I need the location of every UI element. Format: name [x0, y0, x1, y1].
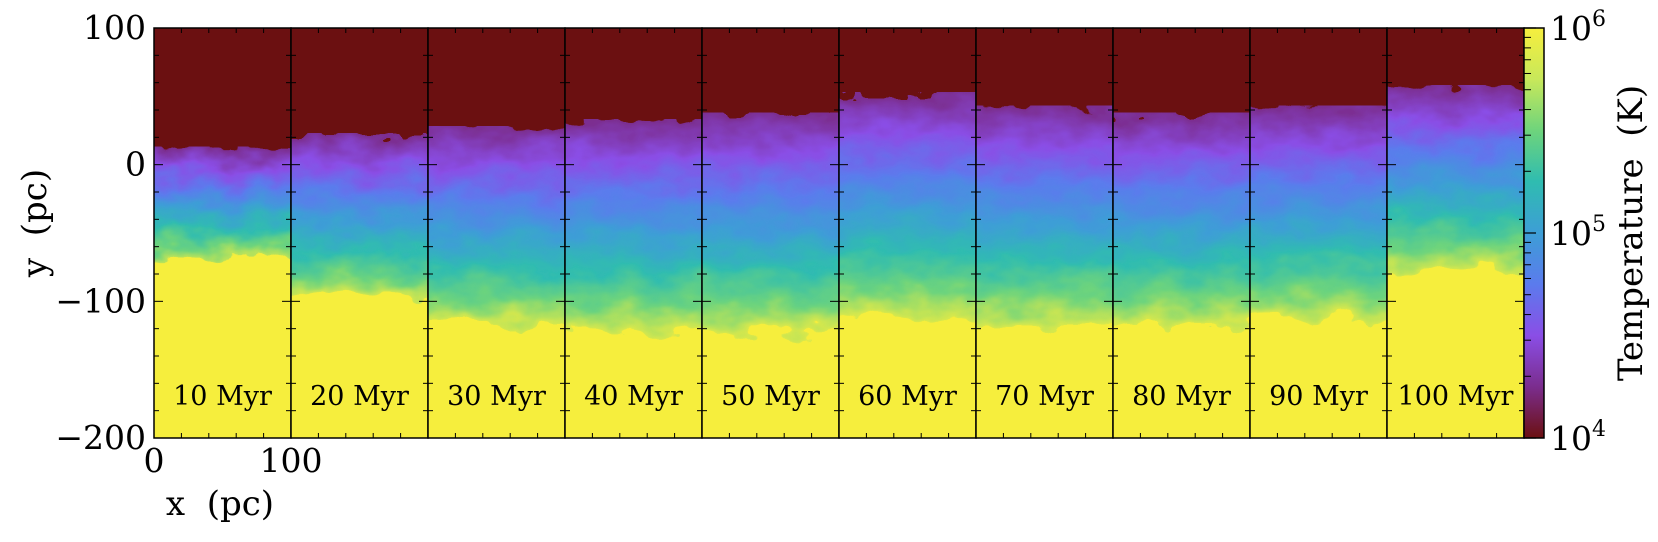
- panel-ticks: [1249, 27, 1388, 439]
- y-tick-label: 100: [83, 8, 146, 47]
- panel-ticks: [838, 27, 977, 439]
- cool-gas-region: [976, 325, 1113, 438]
- panel-ticks: [153, 27, 292, 439]
- colorbar: 106 105 104 Temperature (K): [1523, 7, 1651, 458]
- panel-ticks: [1112, 27, 1251, 439]
- cool-gas-region: [1113, 325, 1250, 438]
- x-tick-label: 100: [260, 441, 323, 480]
- cool-gas-region: [154, 256, 291, 438]
- panel-20-myr: [291, 28, 428, 438]
- panel-60-myr: [839, 28, 976, 438]
- panel-time-labels: 10 Myr 20 Myr 30 Myr 40 Myr 50 Myr 60 Myr 70 M…: [173, 381, 1513, 412]
- panel-10-myr: [154, 28, 291, 438]
- panel-label-30-myr: 30 Myr: [447, 381, 546, 412]
- y-axis: 100 0 −100 −200: [55, 8, 146, 457]
- mixing-layer: [428, 126, 565, 438]
- panel-70-myr: [976, 28, 1113, 438]
- panel-label-70-myr: 70 Myr: [995, 381, 1094, 412]
- panel-label-10-myr: 10 Myr: [173, 381, 272, 412]
- panel-ticks: [975, 27, 1114, 439]
- cool-gas-region: [428, 325, 565, 438]
- x-axis: 0 100: [144, 441, 323, 480]
- panel-ticks: [290, 27, 429, 439]
- cool-gas-region: [1250, 318, 1387, 438]
- y-tick-label: 0: [125, 145, 146, 184]
- mixing-layer: [1113, 112, 1250, 438]
- panel-label-60-myr: 60 Myr: [858, 381, 957, 412]
- colorbar-tick-label: 106: [1550, 7, 1606, 48]
- panel-label-100-myr: 100 Myr: [1398, 381, 1514, 412]
- x-axis-label: x (pc): [166, 484, 274, 524]
- mixing-layer: [565, 119, 702, 438]
- colorbar-ticks: 106 105 104: [1524, 7, 1606, 458]
- panel-label-80-myr: 80 Myr: [1132, 381, 1231, 412]
- mixing-layer: [154, 146, 291, 438]
- panel-label-20-myr: 20 Myr: [310, 381, 409, 412]
- mixing-layer: [291, 133, 428, 438]
- mixing-layer: [1387, 85, 1524, 438]
- mixing-layer: [1250, 105, 1387, 438]
- panel-label-90-myr: 90 Myr: [1269, 381, 1368, 412]
- cool-gas-region: [1387, 270, 1524, 438]
- colorbar-tick-label: 105: [1550, 212, 1606, 253]
- panel-label-40-myr: 40 Myr: [584, 381, 683, 412]
- y-tick-label: −200: [55, 418, 146, 457]
- cool-gas-region: [839, 318, 976, 438]
- panel-label-50-myr: 50 Myr: [721, 381, 820, 412]
- mixing-layer: [702, 112, 839, 438]
- panel-50-myr: [702, 28, 839, 438]
- panel-80-myr: [1113, 28, 1250, 438]
- colorbar-tick-label: 104: [1550, 417, 1606, 458]
- mixing-layer: [839, 92, 976, 438]
- colorbar-label: Temperature (K): [1611, 85, 1651, 381]
- panel-30-myr: [428, 28, 565, 438]
- cool-gas-region: [565, 331, 702, 438]
- cool-gas-region: [291, 297, 428, 438]
- x-tick-label: 0: [144, 441, 165, 480]
- panel-40-myr: [565, 28, 702, 438]
- mixing-layer: [976, 105, 1113, 438]
- panel-ticks: [1386, 27, 1525, 439]
- cool-gas-region: [702, 331, 839, 438]
- panel-strip: [153, 27, 1525, 439]
- panel-90-myr: [1250, 28, 1387, 438]
- panel-100-myr: [1387, 28, 1524, 438]
- y-tick-label: −100: [55, 281, 146, 320]
- y-axis-label: y (pc): [15, 169, 55, 278]
